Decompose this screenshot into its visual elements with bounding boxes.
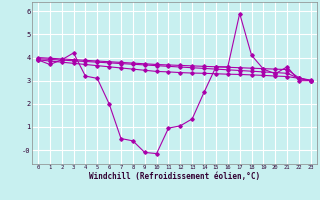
X-axis label: Windchill (Refroidissement éolien,°C): Windchill (Refroidissement éolien,°C) bbox=[89, 172, 260, 181]
